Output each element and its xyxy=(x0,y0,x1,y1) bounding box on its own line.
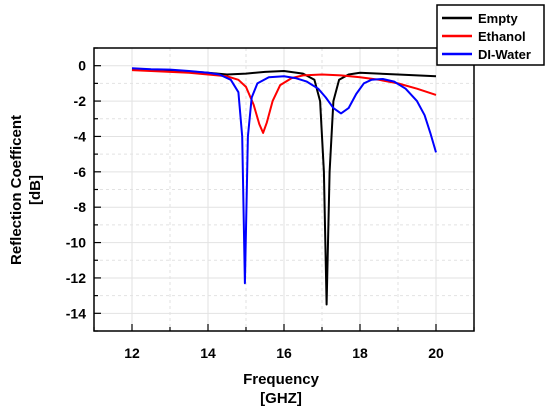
legend-label: DI-Water xyxy=(478,47,531,62)
y-axis-unit: [dB] xyxy=(27,175,44,205)
x-tick-label: 18 xyxy=(352,345,368,361)
series-line-di-water xyxy=(131,67,437,285)
y-axis-label: Reflection Coefficent xyxy=(8,115,25,265)
x-tick-label: 12 xyxy=(124,345,140,361)
x-tick-label: 14 xyxy=(200,345,216,361)
series-lines xyxy=(131,67,437,306)
legend: Empty Ethanol DI-Water xyxy=(436,4,545,66)
series-line-ethanol xyxy=(131,69,437,134)
x-axis-label: Frequency xyxy=(243,371,320,388)
y-tick-label: -4 xyxy=(74,128,87,144)
x-axis-unit: [GHZ] xyxy=(260,390,302,407)
y-tick-label: 0 xyxy=(78,58,86,74)
axis-ticks: 12 14 16 18 20 -14 -12 -10 -8 -6 -4 -2 0 xyxy=(66,47,475,361)
y-tick-label: -10 xyxy=(66,235,86,251)
x-tick-label: 20 xyxy=(428,345,444,361)
legend-label: Ethanol xyxy=(478,29,526,44)
y-tick-label: -14 xyxy=(66,305,86,321)
series-line-empty xyxy=(131,68,437,306)
y-tick-label: -6 xyxy=(74,164,87,180)
y-tick-label: -12 xyxy=(66,270,86,286)
legend-label: Empty xyxy=(478,11,519,26)
y-tick-label: -8 xyxy=(74,199,87,215)
grid xyxy=(94,48,474,331)
x-tick-label: 16 xyxy=(276,345,292,361)
y-tick-label: -2 xyxy=(74,93,87,109)
